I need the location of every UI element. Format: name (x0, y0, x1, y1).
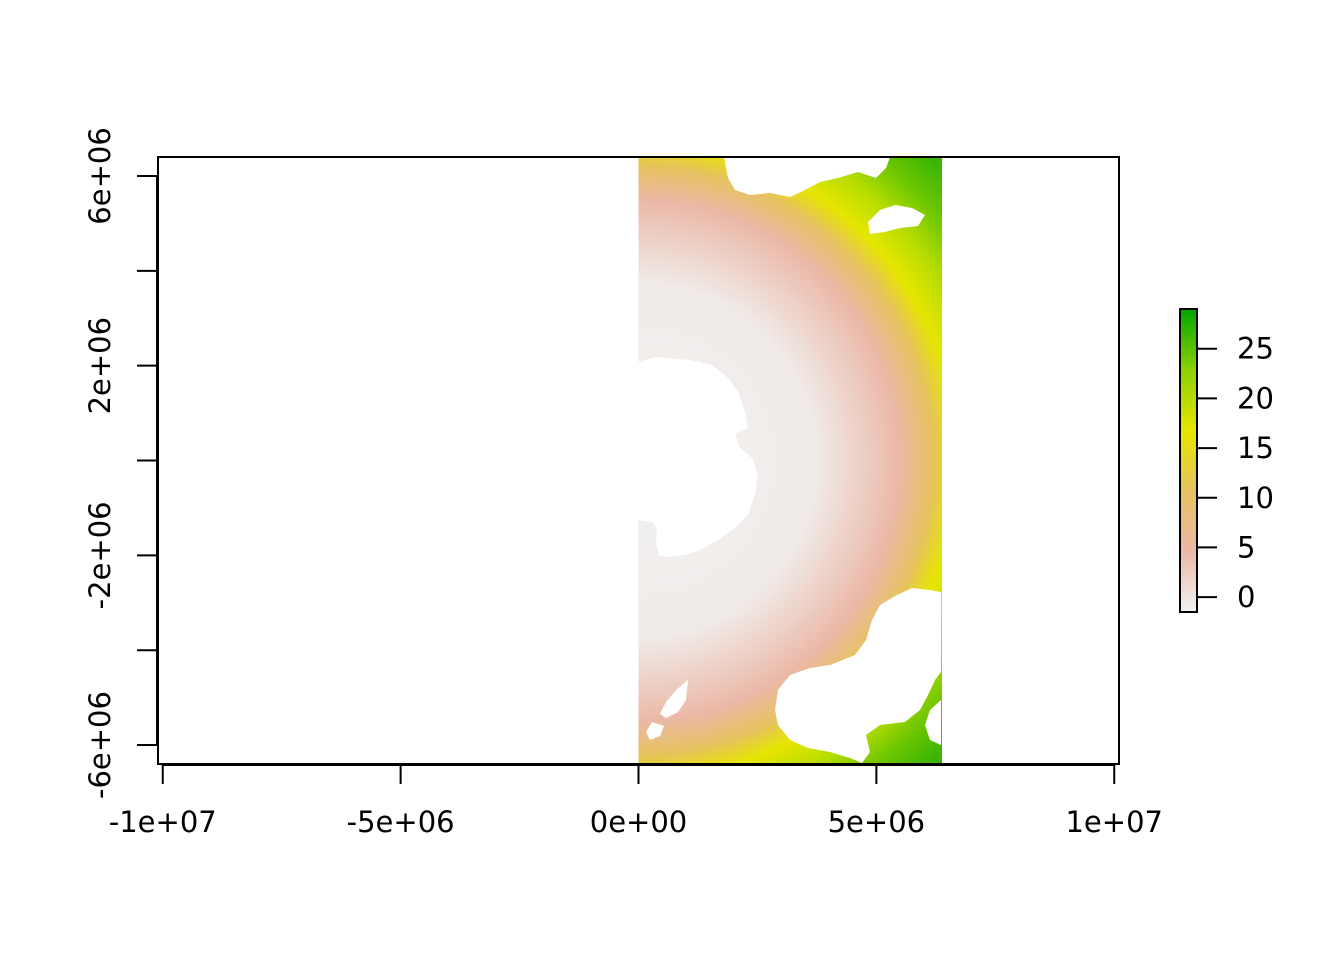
x-tick-label: 5e+06 (828, 805, 926, 839)
land-mask-edge-right (930, 628, 941, 662)
legend-tick-label: 5 (1237, 530, 1255, 564)
legend-tick-label: 10 (1237, 481, 1274, 515)
x-axis: -1e+07 -5e+06 0e+00 5e+06 1e+07 (109, 764, 1163, 839)
y-tick-label: -2e+06 (83, 501, 117, 609)
land-mask-bottom-right (775, 588, 941, 763)
x-tick-label: -1e+07 (109, 805, 217, 839)
land-mask-top (724, 157, 890, 197)
legend-colorbar (1179, 308, 1198, 613)
legend: 0 5 10 15 20 25 (1179, 308, 1274, 614)
land-mask-center (638, 357, 758, 557)
x-tick-label: -5e+06 (347, 805, 455, 839)
land-mask-bottom-right-2 (925, 700, 941, 745)
legend-tick-label: 0 (1237, 580, 1255, 614)
land-mask (638, 157, 941, 763)
land-mask-left-bottom (660, 680, 688, 718)
legend-tick-label: 20 (1237, 381, 1274, 415)
land-mask-left-bottom-2 (646, 722, 664, 740)
legend-tick-label: 15 (1237, 431, 1274, 465)
x-tick-label: 1e+07 (1065, 805, 1163, 839)
y-axis: -6e+06 -2e+06 2e+06 6e+06 (83, 127, 158, 799)
x-tick-label: 0e+00 (590, 805, 688, 839)
y-tick-label: 6e+06 (83, 127, 117, 225)
land-mask-island (868, 205, 925, 234)
legend-tick-label: 25 (1237, 332, 1274, 366)
y-tick-label: 2e+06 (83, 317, 117, 415)
y-tick-label: -6e+06 (83, 691, 117, 799)
